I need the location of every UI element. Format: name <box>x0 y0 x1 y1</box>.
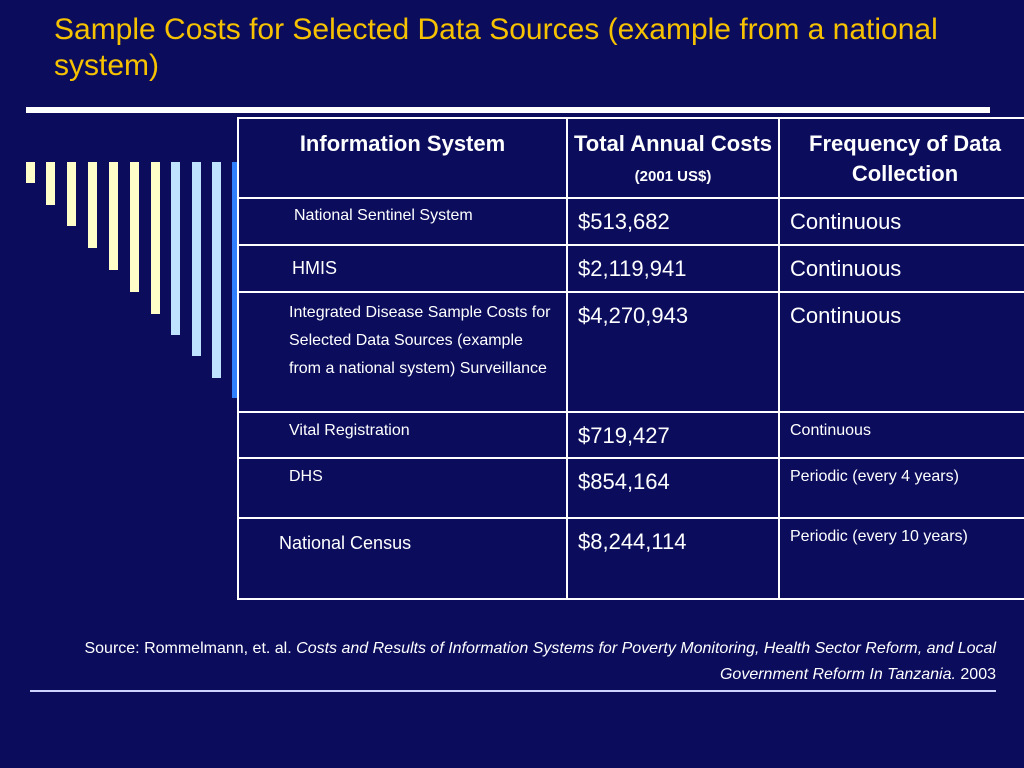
costs-table-container: Information System Total Annual Costs (2… <box>237 117 1024 600</box>
cost-value: $854,164 <box>578 469 670 494</box>
costs-table: Information System Total Annual Costs (2… <box>237 117 1024 600</box>
system-cell: National Census <box>237 517 568 600</box>
frequency-value: Continuous <box>790 209 902 234</box>
frequency-cell: Periodic (every 10 years) <box>778 517 1024 600</box>
decor-bar <box>192 162 201 356</box>
decor-bar <box>232 162 241 398</box>
decor-bar <box>151 162 160 314</box>
header-total-annual-costs: Total Annual Costs (2001 US$) <box>566 117 780 199</box>
cost-value: $719,427 <box>578 423 670 448</box>
frequency-value: Periodic (every 4 years) <box>790 468 959 485</box>
system-name: National Sentinel System <box>294 207 473 224</box>
table-row: Vital Registration $719,427 Continuous <box>237 411 1024 459</box>
header-information-system: Information System <box>237 117 568 199</box>
system-name: National Census <box>279 533 412 553</box>
cost-value: $4,270,943 <box>578 303 689 328</box>
decor-bar <box>67 162 76 226</box>
source-year: 2003 <box>960 666 996 683</box>
system-name: HMIS <box>292 258 337 278</box>
cost-cell: $8,244,114 <box>566 517 780 600</box>
source-prefix: Source: Rommelmann, et. al. <box>84 640 292 657</box>
title-divider-line <box>26 107 990 113</box>
table-row: National Census $8,244,114 Periodic (eve… <box>237 517 1024 600</box>
system-name: Vital Registration <box>289 422 410 439</box>
decor-bar <box>130 162 139 292</box>
system-cell: National Sentinel System <box>237 197 568 246</box>
system-name: DHS <box>289 468 323 485</box>
frequency-value: Periodic (every 10 years) <box>790 528 968 545</box>
cost-value: $8,244,114 <box>578 529 687 554</box>
frequency-value: Continuous <box>790 422 871 439</box>
cost-cell: $719,427 <box>566 411 780 459</box>
cost-cell: $513,682 <box>566 197 780 246</box>
cost-cell: $2,119,941 <box>566 244 780 293</box>
source-title: Costs and Results of Information Systems… <box>296 640 996 683</box>
frequency-cell: Continuous <box>778 291 1024 413</box>
system-cell: DHS <box>237 457 568 519</box>
decor-bar <box>88 162 97 248</box>
cost-cell: $4,270,943 <box>566 291 780 413</box>
frequency-value: Continuous <box>790 256 902 281</box>
table-row: DHS $854,164 Periodic (every 4 years) <box>237 457 1024 519</box>
frequency-cell: Continuous <box>778 411 1024 459</box>
header-costs-unit: (2001 US$) <box>634 168 712 185</box>
frequency-cell: Continuous <box>778 244 1024 293</box>
frequency-cell: Periodic (every 4 years) <box>778 457 1024 519</box>
cost-value: $513,682 <box>578 209 670 234</box>
system-cell: HMIS <box>237 244 568 293</box>
decor-bar <box>212 162 221 378</box>
table-header-row: Information System Total Annual Costs (2… <box>237 117 1024 199</box>
system-cell: Vital Registration <box>237 411 568 459</box>
decor-bar <box>26 162 35 183</box>
table-row: HMIS $2,119,941 Continuous <box>237 244 1024 293</box>
decor-bar <box>46 162 55 205</box>
decor-bar <box>171 162 180 335</box>
system-name: Integrated Disease Sample Costs for Sele… <box>289 304 551 377</box>
system-cell: Integrated Disease Sample Costs for Sele… <box>237 291 568 413</box>
slide-title: Sample Costs for Selected Data Sources (… <box>54 13 938 82</box>
table-row: Integrated Disease Sample Costs for Sele… <box>237 291 1024 413</box>
footer-divider-line <box>30 690 996 692</box>
frequency-value: Continuous <box>790 303 902 328</box>
header-frequency: Frequency of Data Collection <box>778 117 1024 199</box>
header-costs-label: Total Annual Costs <box>574 131 772 156</box>
decor-bar <box>109 162 118 270</box>
frequency-cell: Continuous <box>778 197 1024 246</box>
table-row: National Sentinel System $513,682 Contin… <box>237 197 1024 246</box>
cost-value: $2,119,941 <box>578 256 687 281</box>
cost-cell: $854,164 <box>566 457 780 519</box>
source-citation: Source: Rommelmann, et. al. Costs and Re… <box>40 636 996 688</box>
